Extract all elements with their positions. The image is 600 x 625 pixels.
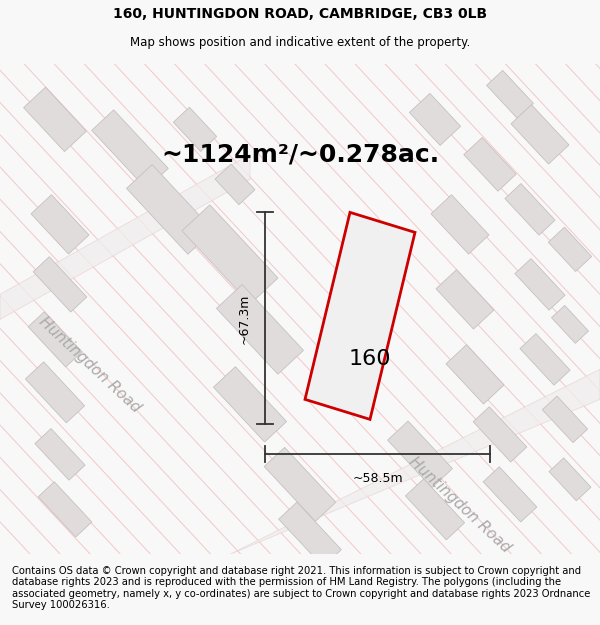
Polygon shape [548, 228, 592, 271]
Polygon shape [409, 93, 461, 146]
Polygon shape [25, 362, 85, 423]
Polygon shape [406, 479, 464, 540]
Text: Contains OS data © Crown copyright and database right 2021. This information is : Contains OS data © Crown copyright and d… [12, 566, 590, 611]
Polygon shape [92, 110, 168, 189]
Polygon shape [217, 284, 304, 374]
Polygon shape [505, 184, 555, 235]
Polygon shape [173, 107, 217, 151]
Polygon shape [542, 396, 587, 442]
Polygon shape [549, 458, 591, 501]
Polygon shape [431, 195, 489, 254]
Text: ~58.5m: ~58.5m [352, 472, 403, 486]
Polygon shape [473, 407, 527, 462]
Text: 160, HUNTINGDON ROAD, CAMBRIDGE, CB3 0LB: 160, HUNTINGDON ROAD, CAMBRIDGE, CB3 0LB [113, 7, 487, 21]
Text: Huntingdon Road: Huntingdon Road [406, 454, 514, 555]
Polygon shape [38, 482, 92, 537]
Polygon shape [35, 429, 85, 480]
Polygon shape [278, 502, 341, 567]
Polygon shape [28, 312, 82, 367]
Polygon shape [436, 270, 494, 329]
Polygon shape [511, 105, 569, 164]
Text: ~67.3m: ~67.3m [238, 293, 251, 344]
Polygon shape [520, 334, 570, 385]
Polygon shape [464, 138, 516, 191]
Polygon shape [515, 259, 565, 310]
Polygon shape [33, 257, 87, 312]
Polygon shape [264, 448, 336, 521]
Polygon shape [23, 88, 86, 151]
Polygon shape [230, 369, 600, 554]
Polygon shape [182, 205, 278, 304]
Text: Huntingdon Road: Huntingdon Road [37, 314, 143, 415]
Polygon shape [214, 367, 287, 442]
Text: 160: 160 [349, 349, 391, 369]
Text: Map shows position and indicative extent of the property.: Map shows position and indicative extent… [130, 36, 470, 49]
Polygon shape [446, 345, 504, 404]
Polygon shape [551, 306, 589, 343]
Text: ~1124m²/~0.278ac.: ~1124m²/~0.278ac. [161, 142, 439, 166]
Polygon shape [215, 164, 255, 204]
Polygon shape [483, 467, 537, 522]
Polygon shape [388, 421, 452, 488]
Polygon shape [0, 154, 250, 319]
Polygon shape [305, 213, 415, 419]
Polygon shape [487, 71, 533, 118]
Polygon shape [127, 164, 214, 254]
Polygon shape [31, 195, 89, 254]
